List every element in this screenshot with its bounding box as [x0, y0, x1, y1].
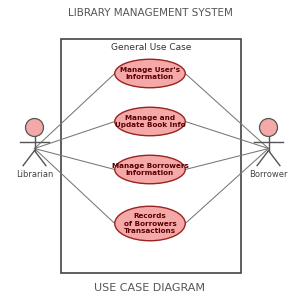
Ellipse shape	[115, 107, 185, 136]
Text: Records
of Borrowers
Transactions: Records of Borrowers Transactions	[124, 213, 176, 234]
Ellipse shape	[115, 59, 185, 88]
Text: USE CASE DIAGRAM: USE CASE DIAGRAM	[94, 283, 206, 293]
Text: Manage User's
Information: Manage User's Information	[120, 67, 180, 80]
Circle shape	[260, 118, 278, 136]
Ellipse shape	[115, 206, 185, 241]
Text: General Use Case: General Use Case	[111, 44, 192, 52]
Text: Borrower: Borrower	[249, 170, 288, 179]
Text: Librarian: Librarian	[16, 170, 53, 179]
Text: LIBRARY MANAGEMENT SYSTEM: LIBRARY MANAGEMENT SYSTEM	[68, 8, 232, 17]
Text: Manage Borrowers
Information: Manage Borrowers Information	[112, 163, 188, 176]
Ellipse shape	[115, 155, 185, 184]
FancyBboxPatch shape	[61, 39, 242, 273]
Circle shape	[26, 118, 44, 136]
Text: Manage and
Update Book Info: Manage and Update Book Info	[115, 115, 185, 128]
